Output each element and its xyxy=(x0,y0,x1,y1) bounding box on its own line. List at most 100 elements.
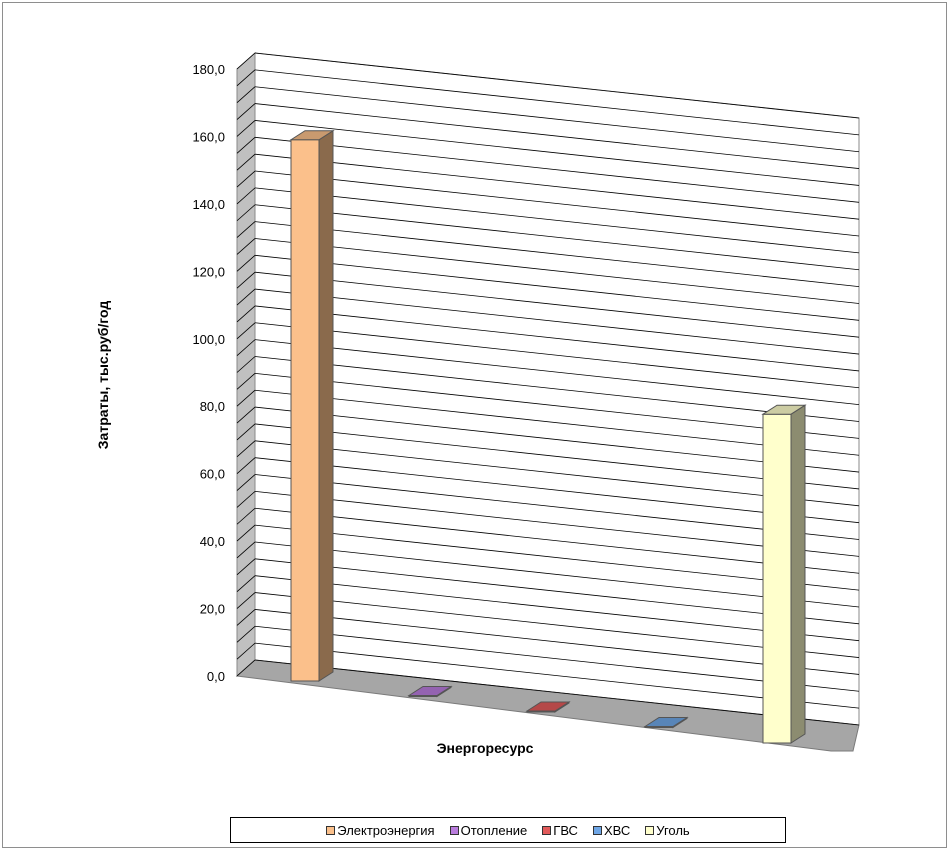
y-axis-title: Затраты, тыс.руб/год xyxy=(95,301,111,450)
gridline-side xyxy=(236,524,256,542)
bar-chart-3d: 0,0 20,0 40,0 60,0 80,0 100,0 120,0 140,0 160,0 1… xyxy=(95,51,860,756)
gridline-side xyxy=(236,558,256,576)
gridline-side xyxy=(236,423,256,441)
legend-swatch xyxy=(449,825,459,835)
gridline xyxy=(254,170,860,237)
y-tick-label: 140,0 xyxy=(192,197,225,212)
bar-2 xyxy=(407,685,453,698)
gridline xyxy=(254,558,860,625)
legend-label: ГВС xyxy=(553,822,578,838)
gridline-side xyxy=(236,204,256,222)
bar-front xyxy=(762,413,792,744)
gridline-side xyxy=(236,305,256,323)
gridline-side xyxy=(236,339,256,356)
gridline xyxy=(254,507,860,574)
gridline xyxy=(254,474,860,540)
gridline xyxy=(254,69,860,136)
bar-top xyxy=(407,685,453,696)
gridline xyxy=(254,406,860,473)
y-tick-label: 180,0 xyxy=(192,62,225,77)
bar-top xyxy=(643,716,689,727)
gridline-side xyxy=(236,69,256,87)
gridline xyxy=(254,52,860,119)
bar-side xyxy=(790,404,806,744)
gridline-side xyxy=(236,52,256,70)
y-tick-label: 80,0 xyxy=(200,399,225,414)
gridline-side xyxy=(236,592,256,609)
gridline-side xyxy=(236,389,256,407)
gridline xyxy=(254,541,860,608)
gridline-side xyxy=(236,642,256,660)
bar-1 xyxy=(289,129,335,682)
gridline-side xyxy=(236,541,256,559)
gridline-side xyxy=(236,507,256,525)
gridline xyxy=(254,625,860,692)
y-tick-label: 40,0 xyxy=(200,534,225,549)
y-tick-label: 60,0 xyxy=(200,467,225,482)
legend-item: Электроэнергия xyxy=(326,822,435,838)
gridline-side xyxy=(236,356,256,373)
gridline-side xyxy=(236,322,256,340)
gridline-side xyxy=(236,406,256,424)
gridline xyxy=(254,187,860,254)
gridline xyxy=(254,254,860,321)
legend-swatch xyxy=(326,825,336,835)
y-tick-label: 160,0 xyxy=(192,129,225,144)
gridline xyxy=(254,575,860,642)
gridline-side xyxy=(236,625,256,643)
gridline xyxy=(254,322,860,389)
gridline xyxy=(254,339,860,406)
bar-top xyxy=(525,701,571,712)
gridline xyxy=(254,356,860,422)
gridline-side xyxy=(236,137,256,154)
gridline xyxy=(254,204,860,271)
gridline-side xyxy=(236,575,256,592)
gridline xyxy=(254,120,860,186)
legend: Электроэнергия Отопление ГВС ХВС Уголь xyxy=(230,817,786,843)
gridline xyxy=(254,592,860,658)
y-tick-label: 20,0 xyxy=(200,602,225,617)
gridline-side xyxy=(236,457,256,474)
bar-top xyxy=(761,404,807,415)
bar-3 xyxy=(525,701,571,713)
gridline-side xyxy=(236,120,256,137)
gridline-side xyxy=(236,103,256,120)
x-axis-title: Энергоресурс xyxy=(437,740,534,756)
gridline xyxy=(254,423,860,490)
gridline xyxy=(254,288,860,355)
legend-item: ГВС xyxy=(542,823,578,838)
legend-item: ХВС xyxy=(592,823,630,838)
gridline-side xyxy=(236,659,256,677)
gridline xyxy=(254,490,860,557)
gridline-side xyxy=(236,474,256,491)
bar-side xyxy=(318,129,334,682)
legend-item: Отопление xyxy=(449,822,528,838)
gridline xyxy=(254,103,860,169)
gridline-side xyxy=(236,255,256,272)
legend-swatch xyxy=(542,825,552,835)
bar-front xyxy=(290,139,320,682)
gridline-side xyxy=(236,609,256,626)
gridline-side xyxy=(236,440,256,458)
legend-label: Отопление xyxy=(460,822,528,838)
legend-swatch xyxy=(592,825,602,835)
gridline-side xyxy=(236,86,256,104)
legend-swatch xyxy=(645,825,655,835)
gridline-side xyxy=(236,288,256,306)
gridline xyxy=(254,524,860,591)
gridline xyxy=(254,642,860,709)
gridline xyxy=(254,153,860,220)
legend-label: Электроэнергия xyxy=(337,822,435,838)
gridline xyxy=(254,389,860,456)
gridline xyxy=(254,221,860,288)
gridline xyxy=(254,372,860,439)
gridline-side xyxy=(236,373,256,390)
gridline-side xyxy=(236,153,256,171)
legend-item: Уголь xyxy=(645,823,690,838)
gridline xyxy=(254,457,860,524)
y-tick-label: 120,0 xyxy=(192,264,225,279)
y-tick-label: 0,0 xyxy=(207,669,225,684)
gridline-side xyxy=(236,187,256,205)
gridline-side xyxy=(236,221,256,238)
